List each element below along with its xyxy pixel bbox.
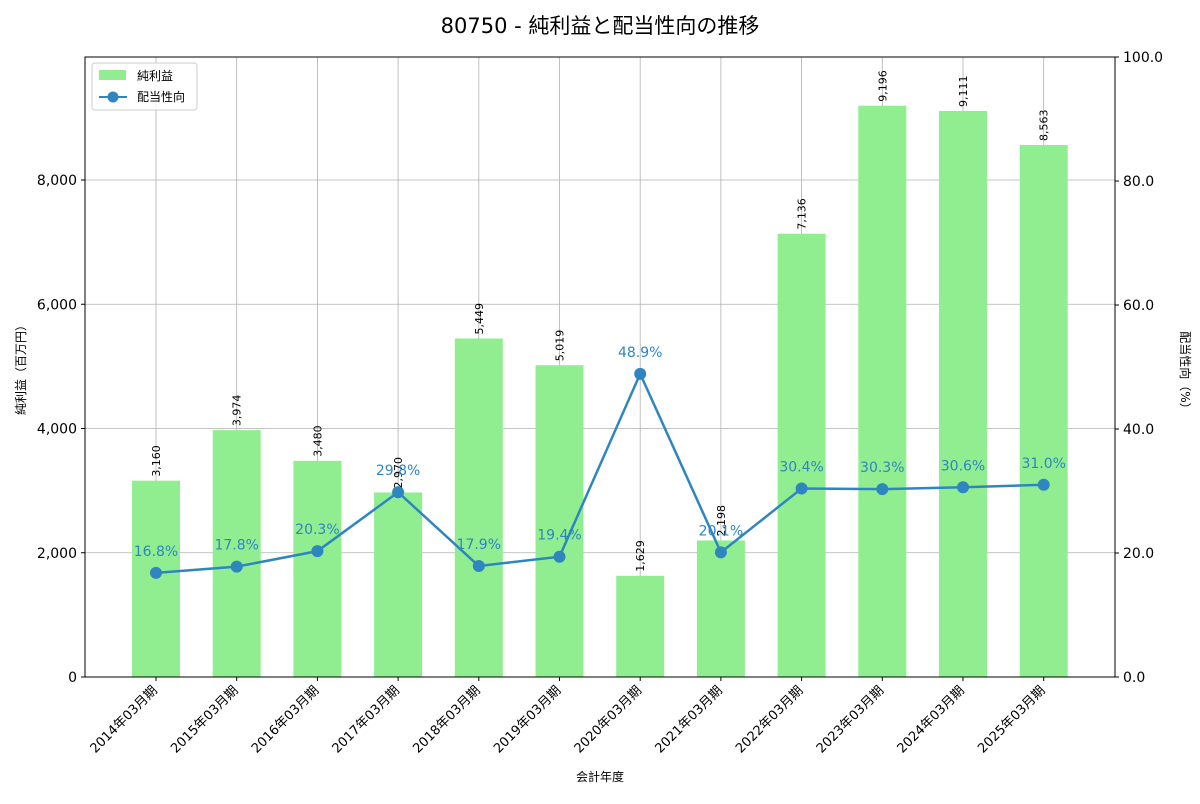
line-value-label: 16.8% [134,544,178,560]
bar [616,575,665,677]
line-value-label: 30.3% [860,460,904,476]
right-axis: 0.0 20.0 40.0 60.0 80.0 100.0 [1115,50,1163,686]
x-tick-label: 2023年03月期 [814,683,887,756]
right-axis-label: 配当性向（%） [1178,331,1193,414]
line-marker [150,566,162,579]
line-marker [795,482,808,495]
bar-value-label: 2,198 [715,505,728,537]
bar [1019,145,1068,678]
bar [132,480,180,677]
bar-value-label: 7,136 [796,198,809,230]
bar [454,338,503,677]
bar-value-label: 5,449 [473,303,486,335]
chart-title: 80750 - 純利益と配当性向の推移 [441,14,760,38]
x-tick-label: 2015年03月期 [168,683,241,756]
legend-bar-swatch [99,70,126,80]
line-marker [876,483,889,496]
line-marker [1037,478,1050,491]
legend: 純利益 配当性向 [91,62,198,111]
right-tick-label: 60.0 [1123,298,1154,314]
left-tick-label: 2,000 [37,546,77,562]
bar [212,430,261,677]
bar [777,233,826,677]
line-value-label: 48.9% [618,345,662,361]
x-tick-label: 2024年03月期 [895,683,968,756]
line-value-label: 20.3% [295,522,339,538]
line-value-label: 19.4% [537,528,581,544]
x-tick-label: 2022年03月期 [733,683,806,756]
line-value-label: 31.0% [1021,456,1065,472]
x-tick-label: 2016年03月期 [249,683,322,756]
bar [858,105,907,677]
bar [293,460,342,677]
left-axis-label: 純利益（百万円） [14,319,28,415]
line-marker [392,486,405,499]
x-tick-label: 2017年03月期 [330,683,403,756]
payout-line: 16.8% 17.8% 20.3% 29.8% 17.9% 19.4% 48.9% 20.1%… [134,345,1066,579]
line-value-label: 17.9% [457,537,501,553]
line-marker [553,550,566,563]
bars [132,105,1068,678]
legend-label-payout: 配当性向 [137,89,185,104]
bar-value-label: 3,480 [311,425,324,457]
right-tick-label: 0.0 [1123,670,1145,686]
x-tick-label: 2020年03月期 [572,683,645,756]
x-tick-label: 2025年03月期 [975,683,1048,756]
left-tick-label: 6,000 [37,297,77,313]
line-marker [230,560,243,573]
right-tick-label: 100.0 [1123,50,1163,66]
line-marker [472,560,485,573]
bar [696,540,745,677]
bar-labels: 3,160 3,974 3,480 2,970 5,449 5,019 1,629 2,198… [150,70,1051,572]
bar-value-label: 9,111 [957,75,970,107]
line-marker [714,546,727,559]
left-tick-label: 4,000 [37,422,77,438]
line-value-label: 30.4% [779,460,823,476]
x-axis: 2014年03月期 2015年03月期 2016年03月期 2017年03月期 2018… [88,677,1049,757]
line-marker [311,545,324,558]
left-axis: 0 2,000 4,000 6,000 8,000 [37,173,85,686]
bar-value-label: 8,563 [1038,110,1051,142]
line-value-label: 20.1% [699,523,743,539]
x-axis-label: 会計年度 [576,769,624,784]
line-value-label: 17.8% [214,538,258,554]
bar-value-label: 3,160 [150,445,163,477]
x-tick-label: 2018年03月期 [410,683,483,756]
line-marker [634,367,647,380]
x-tick-label: 2019年03月期 [491,683,564,756]
line-value-label: 30.6% [941,458,985,474]
bar [939,110,987,678]
plot-frame [84,56,1116,678]
bar-value-label: 5,019 [554,330,567,362]
legend-label-net-income: 純利益 [137,69,173,83]
right-tick-label: 40.0 [1123,422,1154,438]
right-tick-label: 80.0 [1123,174,1154,190]
bar-value-label: 1,629 [634,540,647,572]
bar-value-label: 9,196 [876,70,889,102]
bar-value-label: 2,970 [392,457,405,489]
left-tick-label: 8,000 [37,173,77,189]
bar [374,492,423,677]
bar-value-label: 3,974 [231,395,244,427]
x-tick-label: 2014年03月期 [88,683,161,756]
x-tick-label: 2021年03月期 [652,683,725,756]
left-tick-label: 0 [68,670,77,686]
line-value-label: 29.8% [376,463,420,479]
line-marker [957,481,969,494]
right-tick-label: 20.0 [1123,546,1154,562]
legend-line-marker [107,91,119,103]
